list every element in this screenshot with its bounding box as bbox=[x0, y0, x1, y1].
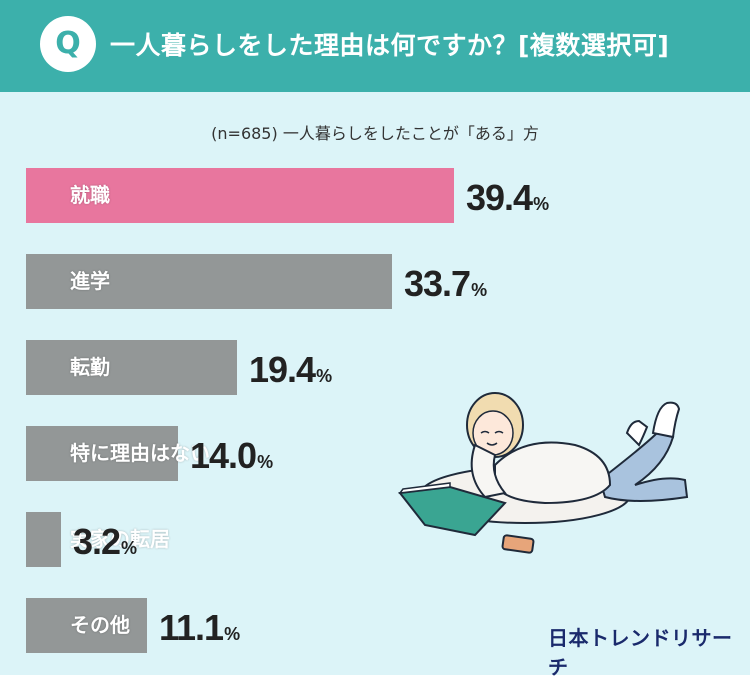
bar bbox=[26, 254, 392, 309]
bar-category-label: その他 bbox=[70, 613, 130, 637]
bar-category-label: 転勤 bbox=[70, 355, 110, 379]
bar-value-unit: % bbox=[121, 538, 138, 558]
bar-category-label: 実家の転居 bbox=[70, 527, 170, 551]
bar bbox=[26, 340, 237, 395]
bar-value-unit: % bbox=[316, 366, 333, 386]
bar bbox=[26, 168, 454, 223]
bar-value-number: 33.7 bbox=[404, 263, 471, 304]
bar-value-label: 3.2% bbox=[73, 514, 137, 577]
question-badge: Q bbox=[40, 16, 96, 72]
bar bbox=[26, 512, 61, 567]
bar-value-number: 3.2 bbox=[73, 521, 121, 562]
bar-value-unit: % bbox=[224, 624, 241, 644]
page-title: 一人暮らしをした理由は何ですか？[複数選択可] bbox=[110, 31, 670, 60]
bar-value-label: 33.7% bbox=[404, 256, 487, 319]
bar-value-label: 39.4% bbox=[466, 170, 549, 233]
bar-value-label: 14.0% bbox=[190, 428, 273, 491]
bar-category-label: 就職 bbox=[70, 183, 110, 207]
bar-value-number: 14.0 bbox=[190, 435, 257, 476]
bar bbox=[26, 426, 178, 481]
bar-value-unit: % bbox=[533, 194, 550, 214]
sample-note: (n=685) 一人暮らしをしたことが「ある」方 bbox=[211, 124, 539, 143]
bar-value-unit: % bbox=[257, 452, 274, 472]
bar-value-label: 19.4% bbox=[249, 342, 332, 405]
bar bbox=[26, 598, 147, 653]
bar-category-label: 特に理由はない bbox=[70, 441, 210, 465]
reading-woman-illustration bbox=[398, 392, 689, 554]
bar-value-number: 39.4 bbox=[466, 177, 533, 218]
brand-logo: 日本トレンドリサーチ bbox=[548, 626, 733, 679]
bar-value-unit: % bbox=[471, 280, 488, 300]
bar-value-number: 11.1 bbox=[159, 607, 224, 648]
bar-value-label: 11.1% bbox=[159, 600, 240, 663]
header-banner: Q 一人暮らしをした理由は何ですか？[複数選択可] bbox=[0, 0, 750, 92]
bar-value-number: 19.4 bbox=[249, 349, 316, 390]
bar-category-label: 進学 bbox=[70, 269, 110, 293]
